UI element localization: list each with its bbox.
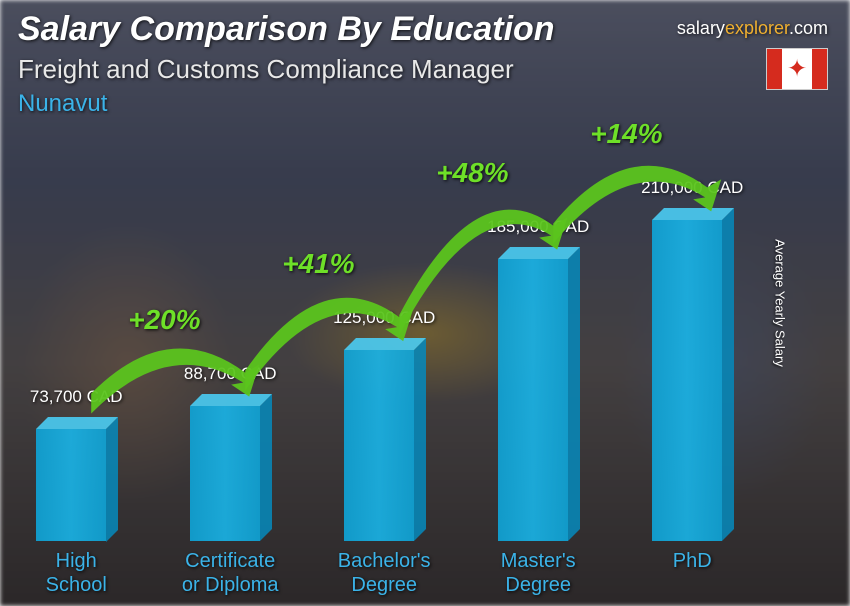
brand-logo: salaryexplorer.com	[677, 18, 828, 39]
bar-category-label: Certificateor Diploma	[182, 549, 279, 597]
brand-suffix: .com	[789, 18, 828, 38]
increase-pct-label: +14%	[590, 118, 662, 150]
flag-stripe-right	[812, 49, 827, 89]
arrow-icon	[30, 130, 800, 541]
bar-category-label: HighSchool	[46, 549, 107, 597]
location-label: Nunavut	[18, 90, 107, 118]
flag-stripe-left	[767, 49, 782, 89]
bar-category-label: Master'sDegree	[501, 549, 576, 597]
maple-leaf-icon: ✦	[787, 55, 807, 84]
salary-bar-chart: 73,700 CADHighSchool88,700 CADCertificat…	[30, 130, 800, 541]
content-layer: Salary Comparison By Education Freight a…	[0, 0, 850, 606]
brand-accent: explorer	[725, 18, 789, 38]
job-title: Freight and Customs Compliance Manager	[18, 54, 514, 85]
brand-prefix: salary	[677, 18, 725, 38]
bar-category-label: PhD	[673, 549, 712, 573]
page-title: Salary Comparison By Education	[18, 10, 555, 49]
canada-flag-icon: ✦	[766, 48, 828, 90]
bar-category-label: Bachelor'sDegree	[338, 549, 431, 597]
